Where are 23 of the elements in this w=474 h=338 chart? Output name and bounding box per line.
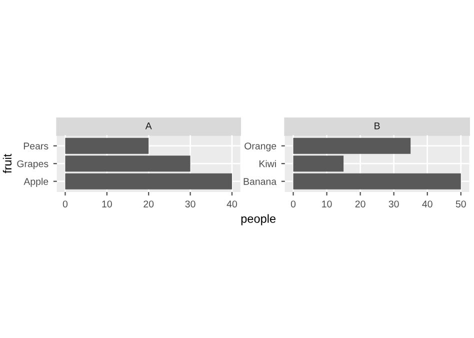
y-tick-label: Pears bbox=[24, 142, 48, 150]
x-tick-label: 0 bbox=[290, 200, 296, 208]
x-tick-label: 30 bbox=[185, 200, 196, 208]
x-tick-label: 10 bbox=[322, 200, 332, 208]
x-tick-label: 30 bbox=[388, 200, 399, 208]
y-tick-label: Apple bbox=[24, 178, 48, 187]
x-tick-label: 40 bbox=[226, 200, 238, 208]
x-tick-label: 20 bbox=[355, 200, 366, 208]
x-tick-label: 40 bbox=[422, 200, 432, 208]
bar bbox=[65, 173, 232, 190]
y-tick-label: Orange bbox=[244, 142, 276, 152]
chart-title: B bbox=[374, 122, 380, 130]
y-tick-label: Banana bbox=[244, 178, 277, 185]
bar bbox=[293, 173, 461, 190]
x-tick-label: 20 bbox=[144, 200, 154, 208]
chart-title: A bbox=[145, 122, 152, 130]
y-tick-label: Grapes bbox=[17, 160, 48, 170]
y-tick-label: Kiwi bbox=[260, 160, 276, 168]
x-tick-label: 10 bbox=[102, 200, 112, 208]
x-axis-title: people bbox=[241, 214, 276, 226]
x-tick-label: 0 bbox=[62, 200, 68, 208]
x-tick-label: 50 bbox=[456, 200, 466, 208]
y-axis-title: fruit bbox=[2, 154, 12, 174]
